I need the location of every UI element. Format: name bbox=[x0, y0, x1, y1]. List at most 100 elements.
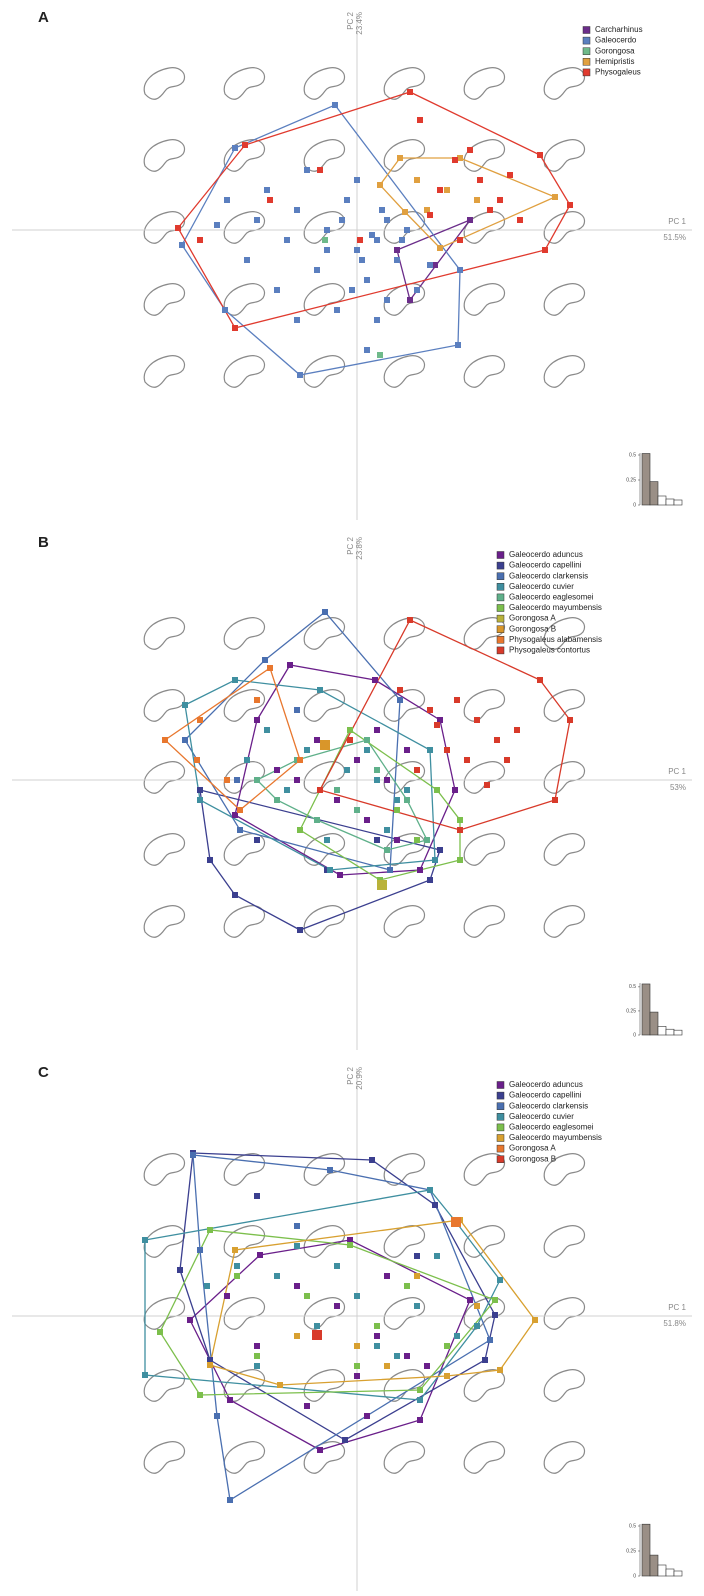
point bbox=[427, 212, 433, 218]
legend-label: Physogaleus contortus bbox=[509, 646, 590, 655]
tooth-outline bbox=[463, 283, 506, 316]
point bbox=[377, 352, 383, 358]
point bbox=[417, 1387, 423, 1393]
tooth-outline bbox=[383, 1225, 426, 1258]
legend-label: Physogaleus bbox=[595, 68, 641, 77]
legend-label: Galeocerdo eaglesomei bbox=[509, 1123, 594, 1132]
x-axis-label: PC 1 bbox=[668, 767, 686, 776]
point bbox=[424, 837, 430, 843]
tooth-outline bbox=[223, 1153, 266, 1186]
point bbox=[197, 1247, 203, 1253]
tooth-outline bbox=[303, 139, 346, 172]
point bbox=[404, 1353, 410, 1359]
point bbox=[334, 797, 340, 803]
point bbox=[267, 197, 273, 203]
legend-label: Galeocerdo eaglesomei bbox=[509, 593, 594, 602]
point bbox=[384, 217, 390, 223]
legend-label: Galeocerdo mayumbensis bbox=[509, 1133, 602, 1142]
scree-bar bbox=[673, 1029, 683, 1036]
tooth-outline bbox=[143, 1441, 186, 1474]
legend-label: Gorongosa B bbox=[509, 1154, 556, 1163]
point bbox=[427, 707, 433, 713]
point bbox=[224, 197, 230, 203]
legend-label: Gorongosa A bbox=[509, 614, 556, 623]
tooth-outline bbox=[303, 617, 346, 650]
tooth-outline bbox=[143, 689, 186, 722]
point bbox=[175, 225, 181, 231]
point bbox=[432, 1202, 438, 1208]
tooth-outline bbox=[143, 1297, 186, 1330]
point bbox=[394, 257, 400, 263]
scree-bar bbox=[657, 495, 667, 506]
legend-label: Physogaleus alabamensis bbox=[509, 635, 602, 644]
tooth-outline bbox=[223, 905, 266, 938]
point bbox=[437, 847, 443, 853]
tooth-outline bbox=[303, 1441, 346, 1474]
point bbox=[484, 782, 490, 788]
tooth-outline bbox=[463, 689, 506, 722]
point bbox=[374, 317, 380, 323]
point bbox=[347, 1242, 353, 1248]
scree-tick-label: 0.25 bbox=[626, 1008, 636, 1014]
point bbox=[372, 677, 378, 683]
point bbox=[444, 1373, 450, 1379]
tooth-outline bbox=[303, 1369, 346, 1402]
scree-tick-label: 0 bbox=[633, 502, 636, 508]
point bbox=[327, 867, 333, 873]
point bbox=[364, 817, 370, 823]
point bbox=[397, 155, 403, 161]
point bbox=[414, 177, 420, 183]
scree-bar bbox=[665, 498, 675, 506]
legend-swatch bbox=[582, 47, 591, 55]
legend-label: Galeocerdo clarkensis bbox=[509, 1101, 588, 1110]
point bbox=[182, 702, 188, 708]
point bbox=[452, 157, 458, 163]
point bbox=[304, 1293, 310, 1299]
tooth-outline bbox=[543, 761, 586, 794]
point bbox=[567, 717, 573, 723]
point bbox=[254, 1353, 260, 1359]
tooth-outline bbox=[463, 67, 506, 100]
point bbox=[244, 257, 250, 263]
point bbox=[207, 857, 213, 863]
tooth-outline bbox=[463, 617, 506, 650]
point bbox=[197, 237, 203, 243]
point bbox=[457, 267, 463, 273]
point bbox=[487, 1337, 493, 1343]
legend-swatch bbox=[496, 636, 505, 644]
point bbox=[337, 872, 343, 878]
point bbox=[294, 207, 300, 213]
scree-bar bbox=[649, 1554, 659, 1577]
point bbox=[492, 1297, 498, 1303]
point bbox=[304, 747, 310, 753]
point bbox=[232, 677, 238, 683]
point bbox=[474, 197, 480, 203]
tooth-outline bbox=[543, 1225, 586, 1258]
point bbox=[314, 817, 320, 823]
point bbox=[254, 217, 260, 223]
tooth-outline bbox=[463, 211, 506, 244]
hull bbox=[379, 157, 557, 249]
tooth-outline bbox=[463, 761, 506, 794]
scree-bar bbox=[657, 1564, 667, 1577]
point bbox=[477, 177, 483, 183]
point bbox=[404, 227, 410, 233]
legend-swatch bbox=[496, 551, 505, 559]
scree-tick-label: 0.25 bbox=[626, 477, 636, 483]
legend-label: Carcharhinus bbox=[595, 25, 643, 34]
point bbox=[294, 1243, 300, 1249]
tooth-outline bbox=[143, 355, 186, 388]
x-axis-variance: 53% bbox=[670, 783, 686, 792]
point bbox=[334, 1263, 340, 1269]
tooth-outline bbox=[463, 905, 506, 938]
point bbox=[414, 287, 420, 293]
tooth-outline bbox=[543, 617, 586, 650]
point bbox=[177, 1267, 183, 1273]
point bbox=[364, 737, 370, 743]
point bbox=[207, 1227, 213, 1233]
legend-swatch bbox=[496, 1091, 505, 1100]
tooth-outline bbox=[143, 211, 186, 244]
legend-swatch bbox=[496, 625, 505, 633]
y-axis-label: PC 2 bbox=[346, 536, 355, 554]
